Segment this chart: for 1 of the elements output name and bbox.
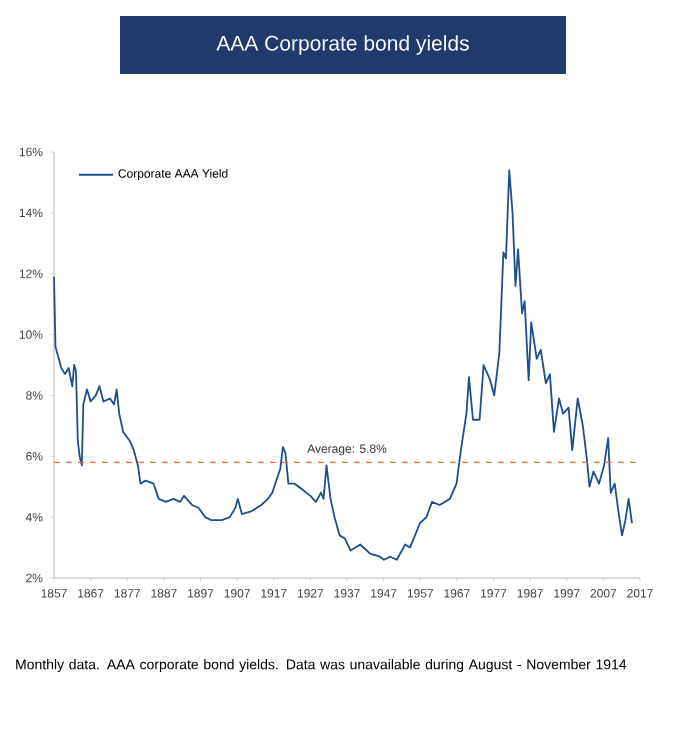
chart-title: AAA Corporate bond yields <box>216 35 469 55</box>
